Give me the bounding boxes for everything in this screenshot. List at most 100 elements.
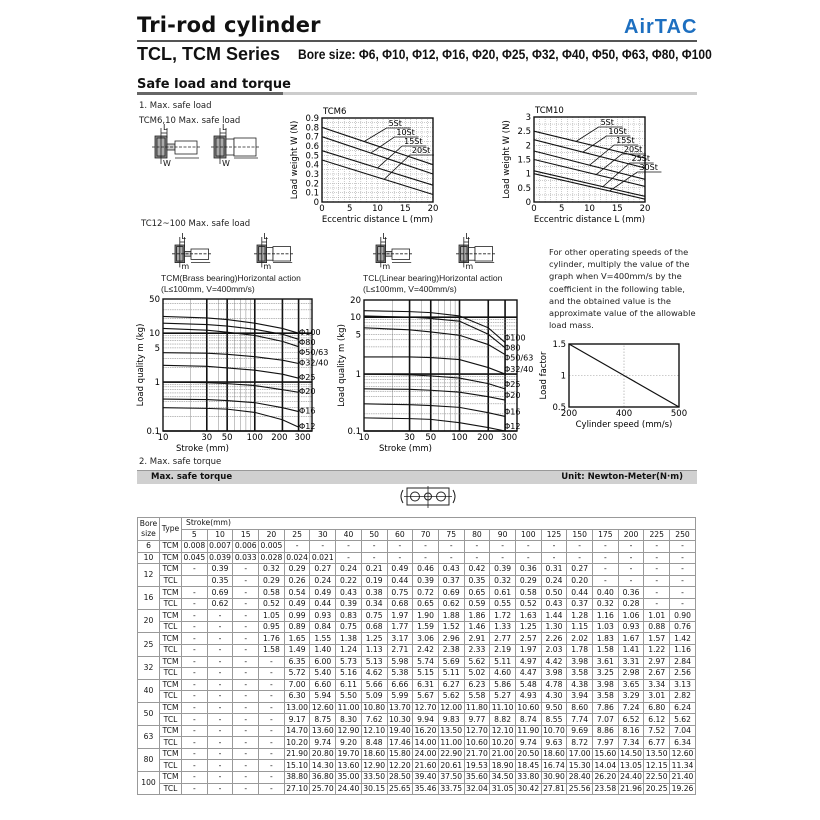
torque-value-cell: 1.59 <box>412 620 439 634</box>
x-axis-label: Cylinder speed (mm/s) <box>576 420 673 430</box>
series-line <box>321 126 434 166</box>
torque-value-cell <box>181 574 208 588</box>
x-axis-label: Eccentric distance L (mm) <box>322 215 433 225</box>
y-tick-label: 0.3 <box>305 170 319 180</box>
torque-value-cell: - <box>258 713 285 726</box>
header-stroke-value: 90 <box>489 528 516 542</box>
torque-value-cell: 0.024 <box>283 551 311 565</box>
header-type: Type <box>159 516 182 542</box>
torque-value-cell: 33.80 <box>514 771 542 784</box>
table-row: TCL -0.62-0.52 0.49 0.44 0.39 0.34 0.68 0.65 0.6… <box>138 597 696 611</box>
y-tick-label: 1 <box>155 378 160 388</box>
torque-value-cell: 6.31 <box>412 678 439 692</box>
type-cell: TCM <box>159 678 182 692</box>
plot-frame <box>321 117 434 203</box>
torque-value-cell: 21.96 <box>617 782 645 796</box>
torque-value-cell: 0.99 <box>283 609 311 622</box>
series-label: Φ25 <box>299 373 315 382</box>
x-tick-label: 100 <box>247 433 263 443</box>
table-row: 80 TCM - - - -21.90 20.80 19.70 18.60 15.80 24.00 2… <box>137 747 696 773</box>
torque-value-cell: 1.44 <box>540 609 568 622</box>
torque-value-cell: 0.52 <box>258 597 285 611</box>
torque-value-cell: 3.98 <box>592 678 619 692</box>
series-line <box>162 327 299 348</box>
x-tick-label: 300 <box>501 433 517 443</box>
torque-value-cell: 2.38 <box>437 644 465 657</box>
type-cell: TCL <box>159 690 182 703</box>
torque-value-cell: - <box>206 713 234 726</box>
torque-value-cell: 0.75 <box>360 609 388 622</box>
torque-value-cell: 14.30 <box>309 759 337 773</box>
torque-value-cell: - <box>206 771 234 784</box>
cylinder-plate <box>215 137 225 157</box>
torque-value-cell: - <box>232 667 260 680</box>
torque-value-cell: 0.62 <box>437 597 465 611</box>
torque-value-cell: - <box>181 586 208 599</box>
torque-header-bar: Max. safe torque Unit: Newton-Meter(N·m) <box>137 470 697 484</box>
torque-value-cell: 20.50 <box>514 747 542 761</box>
torque-value-cell: - <box>232 678 260 692</box>
torque-value-cell: - <box>181 632 208 645</box>
torque-value-cell: 0.72 <box>412 586 439 599</box>
torque-value-cell: 0.29 <box>283 563 311 576</box>
x-tick-label: 0 <box>319 204 324 214</box>
torque-value-cell: 3.58 <box>566 667 593 680</box>
torque-value-cell: 0.65 <box>412 597 439 611</box>
series-line <box>162 381 299 393</box>
section-title: Safe load and torque <box>137 77 291 92</box>
torque-value-cell: 5.50 <box>335 690 362 703</box>
tcl-chart-conditions: (L≤100mm, V=400mm/s) <box>363 284 457 294</box>
series-label: 15St <box>404 137 422 146</box>
cylinder-plate <box>156 137 166 157</box>
torque-value-cell: 8.30 <box>335 713 362 726</box>
torque-value-cell: - <box>232 655 260 669</box>
torque-value-cell: 11.10 <box>489 701 516 715</box>
torque-value-cell: - <box>181 782 208 796</box>
torque-value-cell: 32.04 <box>463 782 491 796</box>
torque-value-cell: - <box>181 667 208 680</box>
type-cell: TCM <box>159 551 182 565</box>
torque-value-cell: - <box>232 597 260 611</box>
series-line <box>162 352 299 365</box>
x-tick-label: 10 <box>359 433 370 443</box>
type-cell: TCM <box>159 632 182 645</box>
cylinder-tube <box>190 248 210 260</box>
cylinder-tube <box>272 246 292 262</box>
header-stroke-value: 75 <box>437 528 465 542</box>
torque-value-cell: 1.16 <box>669 644 696 657</box>
torque-value-cell: 20.80 <box>309 747 337 761</box>
torque-value-cell: - <box>206 782 234 796</box>
torque-value-cell: 2.96 <box>437 632 465 645</box>
plot-frame <box>162 298 313 432</box>
bore-size-cell: 100 <box>137 771 160 796</box>
torque-value-cell: - <box>258 782 285 796</box>
y-axis-label: Load factor <box>539 351 549 400</box>
torque-value-cell: - <box>258 701 285 715</box>
torque-value-cell: 0.028 <box>258 551 285 565</box>
torque-value-cell: 7.04 <box>669 724 696 738</box>
torque-value-cell: 13.05 <box>617 759 645 773</box>
torque-value-cell: 10.70 <box>540 724 568 738</box>
torque-value-cell: 6.52 <box>617 713 645 726</box>
torque-value-cell: - <box>206 644 234 657</box>
series-leader <box>602 162 654 187</box>
torque-value-cell: 8.55 <box>540 713 568 726</box>
torque-value-cell: 2.91 <box>463 632 491 645</box>
torque-value-cell: 7.97 <box>592 736 619 749</box>
series-label: Φ20 <box>299 387 315 396</box>
torque-value-cell: 15.60 <box>592 747 619 761</box>
torque-value-cell: 1.90 <box>412 609 439 622</box>
torque-value-cell: - <box>540 540 568 553</box>
load-factor-line <box>568 343 680 408</box>
torque-value-cell: 6.24 <box>669 701 696 715</box>
torque-value-cell: 0.006 <box>232 540 260 553</box>
torque-value-cell: 0.28 <box>617 597 645 611</box>
torque-value-cell: - <box>232 586 260 599</box>
torque-value-cell: - <box>566 551 593 565</box>
torque-value-cell: 6.12 <box>643 713 671 726</box>
cylinder-diagram: Lm <box>373 232 413 271</box>
torque-value-cell: - <box>592 540 619 553</box>
torque-value-cell: 12.10 <box>360 724 388 738</box>
torque-value-cell: - <box>232 713 260 726</box>
